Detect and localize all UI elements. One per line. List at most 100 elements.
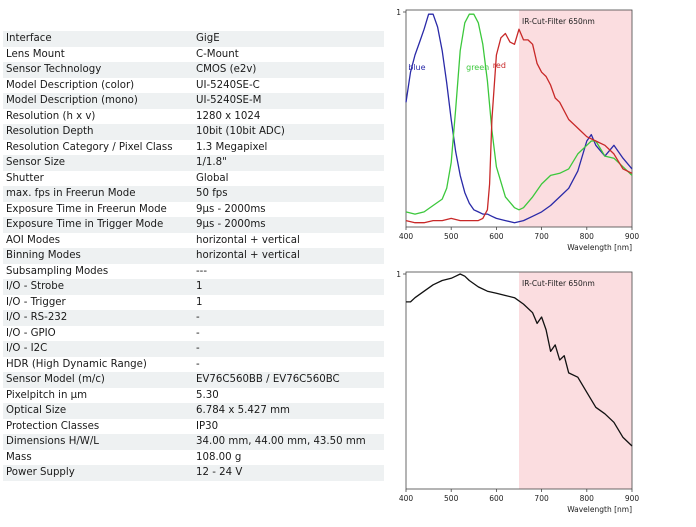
spec-label: Resolution Category / Pixel Class <box>3 139 193 155</box>
series-line-mono <box>406 273 633 447</box>
spec-value: --- <box>193 263 384 279</box>
spec-row: Shutter Global <box>3 170 384 186</box>
spec-value: - <box>193 356 384 372</box>
spec-label: Exposure Time in Trigger Mode <box>3 217 193 233</box>
series-line-green <box>405 13 633 215</box>
spec-label: Sensor Model (m/c) <box>3 372 193 388</box>
x-tick-label: 400 <box>399 232 414 241</box>
x-axis-label: Wavelength [nm] <box>567 243 632 252</box>
x-tick-label: 800 <box>580 494 595 503</box>
y-tick-label: 1 <box>396 270 401 279</box>
spec-row: max. fps in Freerun Mode 50 fps <box>3 186 384 202</box>
spec-row: Resolution Depth 10bit (10bit ADC) <box>3 124 384 140</box>
spec-value: - <box>193 325 384 341</box>
spec-label: max. fps in Freerun Mode <box>3 186 193 202</box>
spec-value: 50 fps <box>193 186 384 202</box>
spec-row: Sensor Size 1/1.8" <box>3 155 384 171</box>
x-tick-label: 600 <box>489 232 504 241</box>
spec-value: C-Mount <box>193 46 384 62</box>
series-label-green: green <box>466 63 489 72</box>
spec-row: Exposure Time in Trigger Mode 9µs - 2000m… <box>3 217 384 233</box>
filter-annotation: IR-Cut-Filter 650nm <box>522 17 595 26</box>
series-line-blue <box>405 13 633 224</box>
x-tick-label: 500 <box>444 232 459 241</box>
x-tick-label: 900 <box>625 232 640 241</box>
spec-value: Global <box>193 170 384 186</box>
spec-row: Sensor Technology CMOS (e2v) <box>3 62 384 78</box>
spec-row: Resolution Category / Pixel Class 1.3 Meg… <box>3 139 384 155</box>
spec-label: Exposure Time in Freerun Mode <box>3 201 193 217</box>
spec-value: - <box>193 310 384 326</box>
spec-row: Sensor Model (m/c) EV76C560BB / EV76C560B… <box>3 372 384 388</box>
spec-value: 1/1.8" <box>193 155 384 171</box>
spec-row: Interface GigE <box>3 31 384 47</box>
spec-label: Resolution Depth <box>3 124 193 140</box>
spec-label: Interface <box>3 31 193 47</box>
spec-value: horizontal + vertical <box>193 232 384 248</box>
spec-label: I/O - Strobe <box>3 279 193 295</box>
spectral-response-mono-chart: IR-Cut-Filter 650nm 400 500 600 700 800 900 1 Wa… <box>396 270 640 514</box>
spec-row: Protection Classes IP30 <box>3 418 384 434</box>
spec-row: Exposure Time in Freerun Mode 9µs - 2000m… <box>3 201 384 217</box>
spec-value: 9µs - 2000ms <box>193 201 384 217</box>
ir-cut-filter-band <box>519 272 632 489</box>
x-tick-label: 700 <box>534 232 549 241</box>
spec-label: AOI Modes <box>3 232 193 248</box>
spec-value: EV76C560BB / EV76C560BC <box>193 372 384 388</box>
spec-value: IP30 <box>193 418 384 434</box>
spec-row: Pixelpitch in µm 5.30 <box>3 387 384 403</box>
spec-label: Binning Modes <box>3 248 193 264</box>
spec-value: 9µs - 2000ms <box>193 217 384 233</box>
spec-label: Sensor Size <box>3 155 193 171</box>
spec-label: Resolution (h x v) <box>3 108 193 124</box>
spec-value: 108.00 g <box>193 449 384 465</box>
spec-row: Dimensions H/W/L 34.00 mm, 44.00 mm, 43.5… <box>3 434 384 450</box>
spec-label: Shutter <box>3 170 193 186</box>
spec-row: Resolution (h x v) 1280 x 1024 <box>3 108 384 124</box>
spec-row: Optical Size 6.784 x 5.427 mm <box>3 403 384 419</box>
spec-value: 1280 x 1024 <box>193 108 384 124</box>
spec-value: UI-5240SE-M <box>193 93 384 109</box>
spec-row: HDR (High Dynamic Range) - <box>3 356 384 372</box>
spec-label: Model Description (mono) <box>3 93 193 109</box>
spec-row: I/O - RS-232- <box>3 310 384 326</box>
spec-row: Lens Mount C-Mount <box>3 46 384 62</box>
spec-label: Power Supply <box>3 465 193 481</box>
spec-label: I/O - GPIO <box>3 325 193 341</box>
spec-value: 1.3 Megapixel <box>193 139 384 155</box>
spec-label: Model Description (color) <box>3 77 193 93</box>
spec-row: Power Supply 12 - 24 V <box>3 465 384 481</box>
spec-row: Mass 108.00 g <box>3 449 384 465</box>
spec-value: horizontal + vertical <box>193 248 384 264</box>
spec-row: I/O - GPIO - <box>3 325 384 341</box>
spec-value: - <box>193 341 384 357</box>
spec-value: 12 - 24 V <box>193 465 384 481</box>
filter-annotation: IR-Cut-Filter 650nm <box>522 279 595 288</box>
plot-frame <box>405 271 633 490</box>
spec-value: 6.784 x 5.427 mm <box>193 403 384 419</box>
spec-label: I/O - I2C <box>3 341 193 357</box>
spec-label: Dimensions H/W/L <box>3 434 193 450</box>
spec-label: Mass <box>3 449 193 465</box>
x-tick-label: 500 <box>444 494 459 503</box>
spec-value: 34.00 mm, 44.00 mm, 43.50 mm <box>193 434 384 450</box>
series-line-red <box>405 28 633 224</box>
spec-label: Subsampling Modes <box>3 263 193 279</box>
spec-row: Model Description (color) UI-5240SE-C <box>3 77 384 93</box>
x-tick-label: 900 <box>625 494 640 503</box>
spec-value: CMOS (e2v) <box>193 62 384 78</box>
x-tick-label: 400 <box>399 494 414 503</box>
spec-value: 1 <box>193 279 384 295</box>
spec-value: UI-5240SE-C <box>193 77 384 93</box>
plot-frame <box>405 9 633 228</box>
spec-table: Interface GigE Lens Mount C-Mount Sensor Tec… <box>3 31 384 481</box>
series-label-blue: blue <box>408 63 425 72</box>
spec-value: 10bit (10bit ADC) <box>193 124 384 140</box>
spec-value: 5.30 <box>193 387 384 403</box>
spec-value: GigE <box>193 31 384 47</box>
x-tick-label: 700 <box>534 494 549 503</box>
spec-label: I/O - RS-232 <box>3 310 193 326</box>
spec-label: Lens Mount <box>3 46 193 62</box>
spec-row: Model Description (mono) UI-5240SE-M <box>3 93 384 109</box>
ir-cut-filter-band <box>519 10 632 227</box>
